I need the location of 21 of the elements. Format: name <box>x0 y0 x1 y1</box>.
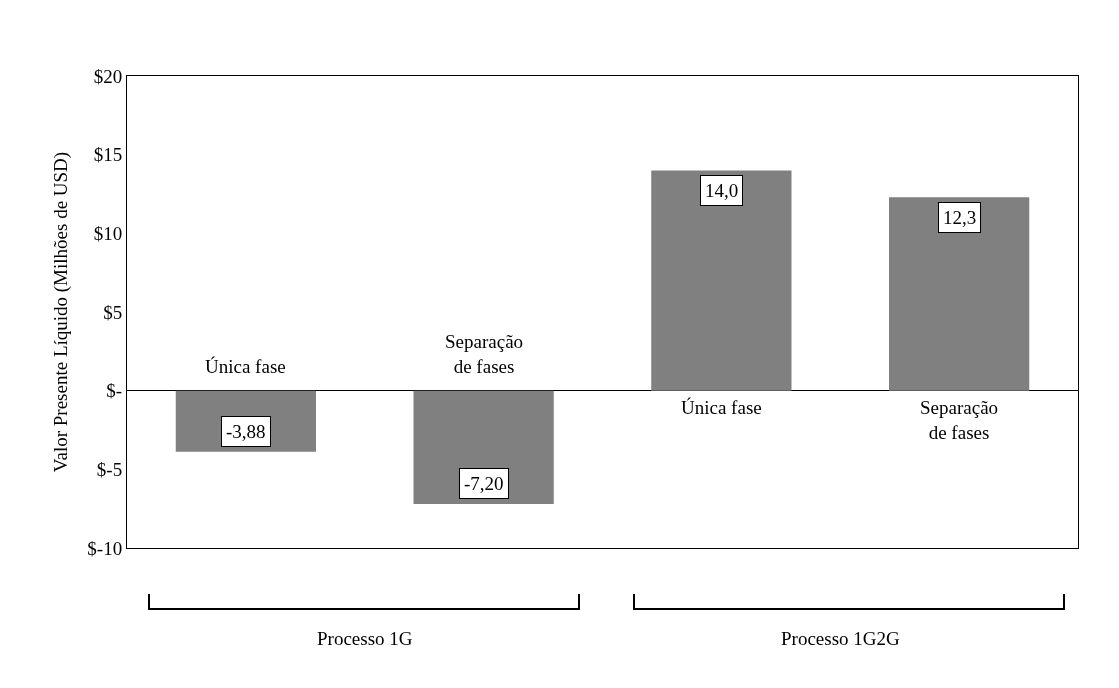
bar <box>651 170 792 391</box>
x-tick-label: Única fase <box>681 397 762 418</box>
x-tick-label: Separação de fases <box>445 331 524 377</box>
data-label: 12,3 <box>943 207 977 228</box>
data-label: -7,20 <box>464 473 504 494</box>
x-tick-label: Única fase <box>205 356 286 377</box>
text: Processo 1G2G <box>781 628 901 649</box>
text: Processo 1G <box>317 628 413 649</box>
y-tick-label: $-10 <box>87 537 123 559</box>
data-label: 14,0 <box>705 180 739 201</box>
y-tick-label: $- <box>106 380 123 402</box>
y-axis-title: Valor Presente Líquido (Milhões de USD) <box>50 151 73 473</box>
y-tick-label: $-5 <box>96 458 123 480</box>
y-tick-label: $15 <box>93 144 123 166</box>
bar <box>413 390 554 504</box>
data-label: -3,88 <box>226 421 266 442</box>
y-tick-label: $10 <box>93 222 123 244</box>
y-tick-label: $5 <box>103 301 123 323</box>
y-tick-label: $20 <box>93 65 123 87</box>
x-tick-label: Separação de fases <box>920 397 999 443</box>
bar <box>888 197 1030 391</box>
